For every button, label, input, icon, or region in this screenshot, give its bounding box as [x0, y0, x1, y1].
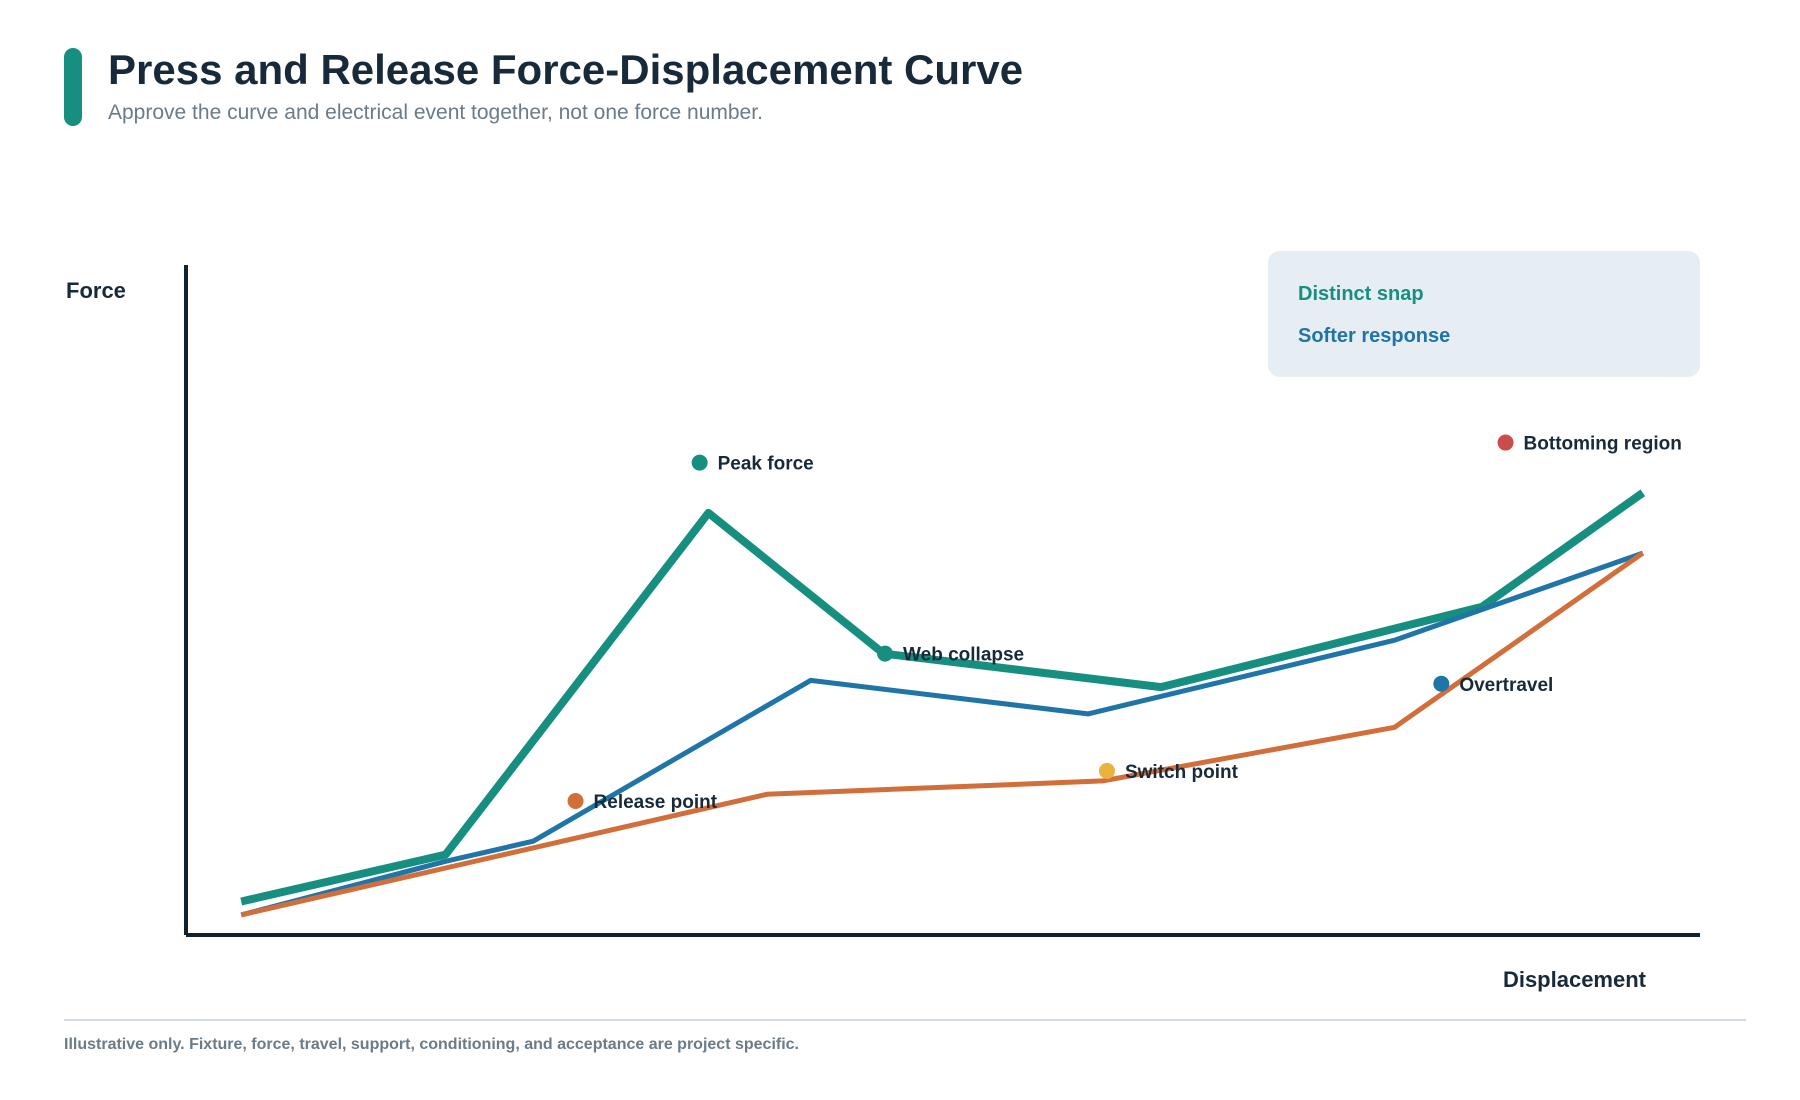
legend-item-softer-response: Softer response	[1298, 325, 1450, 347]
page-title: Press and Release Force-Displacement Cur…	[108, 46, 1024, 93]
legend-item-distinct-snap: Distinct snap	[1298, 283, 1424, 305]
annotation-marker-bottoming-region	[1497, 434, 1514, 451]
title-accent-bar	[64, 48, 82, 126]
legend-box	[1268, 251, 1700, 377]
series-softer-response-line	[240, 550, 1644, 918]
annotation-label-overtravel: Overtravel	[1459, 675, 1553, 696]
force-displacement-chart: Force Displacement Peak force Web collapse S…	[66, 251, 1700, 992]
x-axis-label: Displacement	[1503, 967, 1647, 992]
annotation-marker-switch-point	[1098, 762, 1115, 779]
annotation-marker-overtravel	[1433, 675, 1450, 692]
page-subtitle: Approve the curve and electrical event t…	[108, 101, 763, 124]
annotation-marker-release-point	[567, 793, 584, 809]
y-axis-label: Force	[66, 278, 126, 303]
annotation-label-web-collapse: Web collapse	[903, 645, 1024, 666]
annotation-label-bottoming-region: Bottoming region	[1524, 434, 1682, 455]
annotation-marker-peak-force	[691, 454, 708, 471]
annotation-label-release-point: Release point	[594, 792, 718, 813]
annotation-label-peak-force: Peak force	[718, 454, 814, 475]
annotation-marker-web-collapse	[877, 645, 894, 662]
series-release-line	[240, 551, 1645, 918]
footer-divider	[64, 1019, 1746, 1021]
footer-note: Illustrative only. Fixture, force, trave…	[64, 1036, 799, 1053]
annotation-label-switch-point: Switch point	[1125, 762, 1239, 783]
